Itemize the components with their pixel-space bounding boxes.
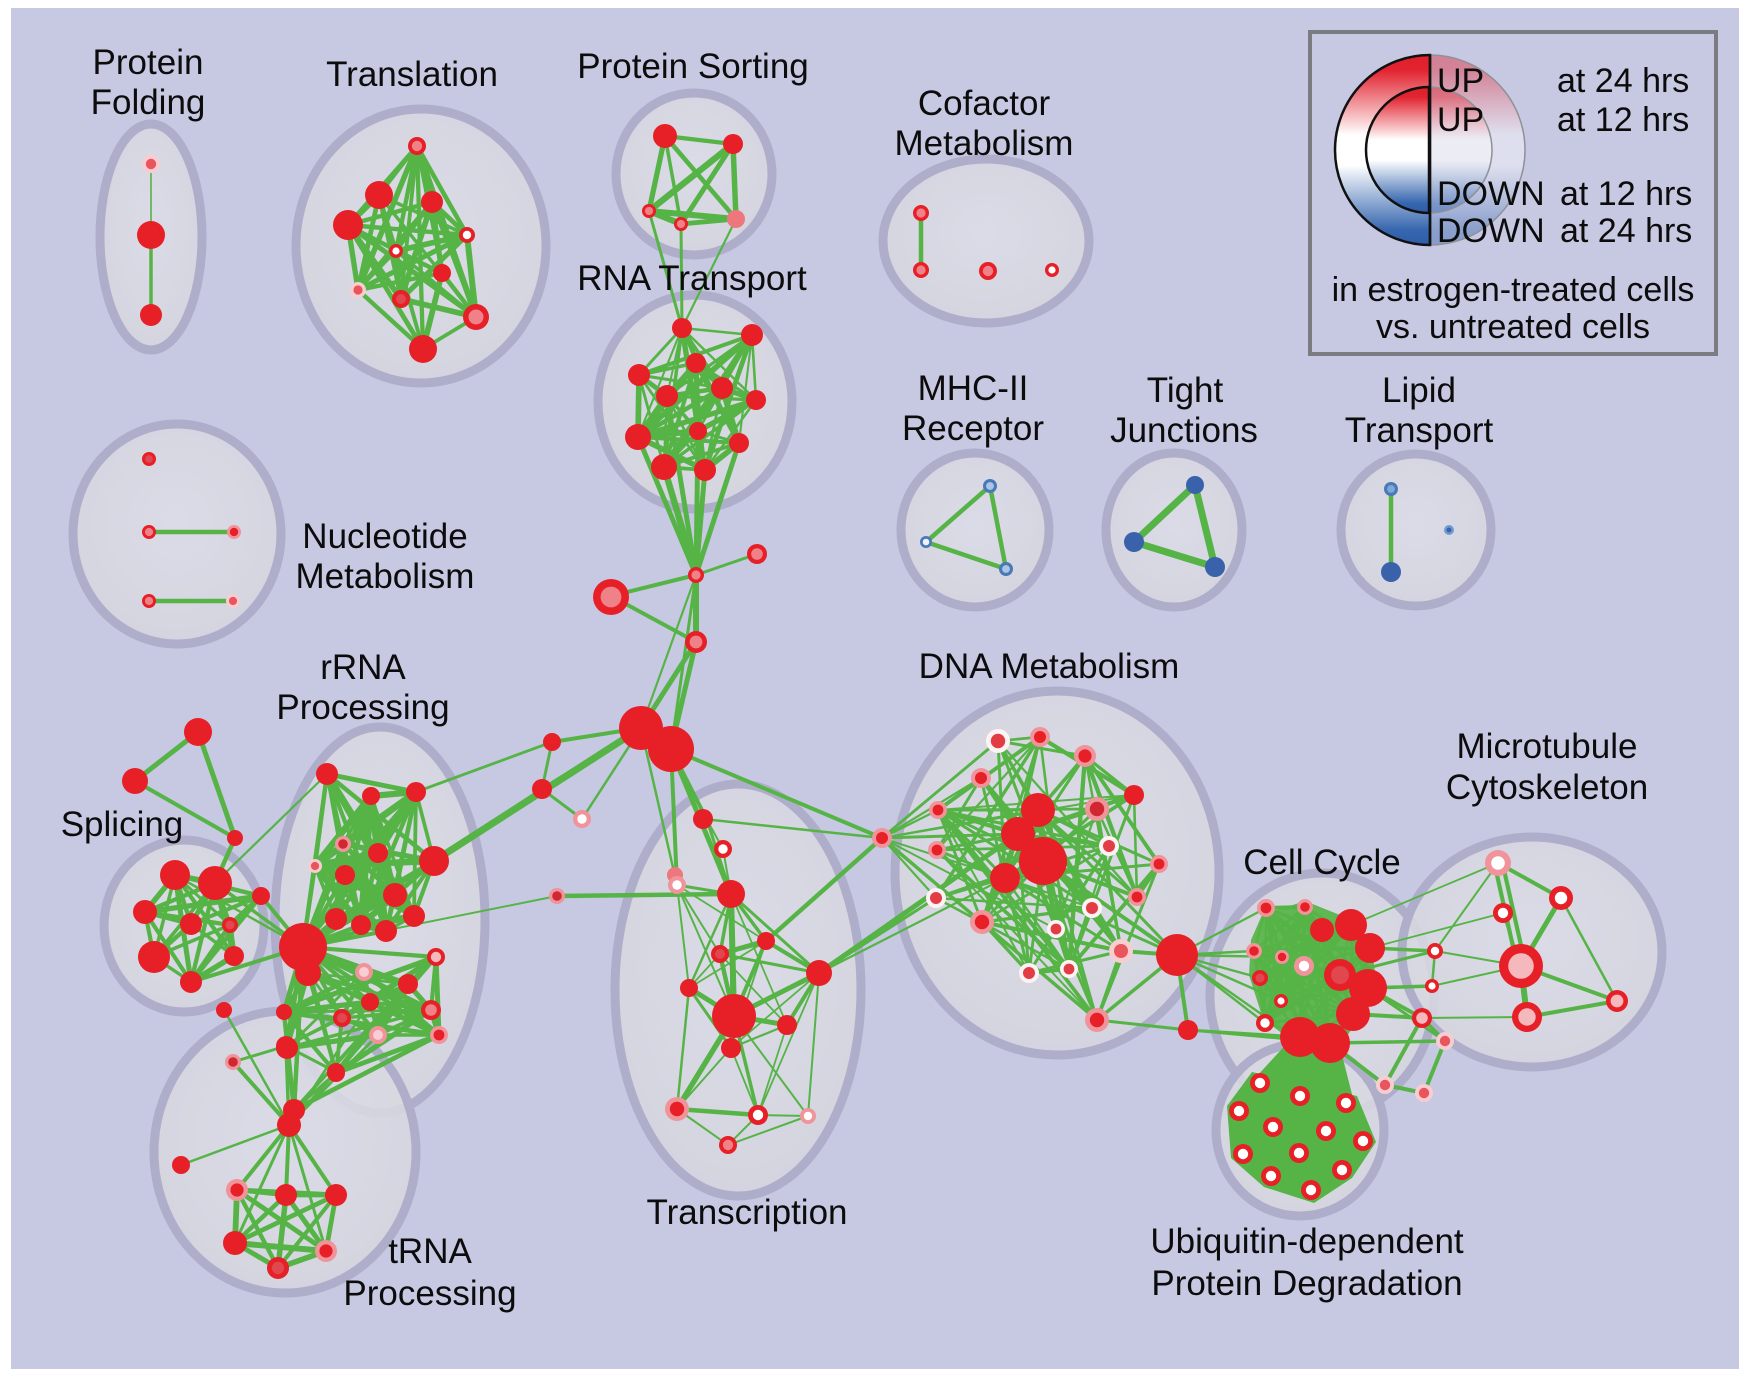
svg-text:MHC-II: MHC-II: [918, 369, 1029, 408]
svg-text:Microtubule: Microtubule: [1457, 727, 1638, 766]
svg-text:at 12 hrs: at 12 hrs: [1557, 101, 1689, 139]
svg-text:Metabolism: Metabolism: [895, 124, 1074, 163]
svg-text:Metabolism: Metabolism: [296, 557, 475, 596]
svg-text:RNA Transport: RNA Transport: [577, 259, 807, 298]
svg-text:Processing: Processing: [343, 1274, 516, 1313]
svg-text:Lipid: Lipid: [1382, 371, 1456, 410]
svg-text:Transport: Transport: [1345, 411, 1494, 450]
svg-text:UP: UP: [1437, 62, 1484, 100]
svg-text:Transcription: Transcription: [647, 1193, 848, 1232]
svg-text:Translation: Translation: [326, 55, 498, 94]
svg-text:DNA Metabolism: DNA Metabolism: [919, 647, 1180, 686]
svg-text:Protein: Protein: [93, 43, 204, 82]
svg-text:in estrogen-treated cells: in estrogen-treated cells: [1332, 271, 1695, 309]
svg-text:Protein Sorting: Protein Sorting: [577, 47, 809, 86]
svg-text:Folding: Folding: [91, 83, 206, 122]
svg-text:Splicing: Splicing: [61, 805, 184, 844]
svg-text:Processing: Processing: [276, 688, 449, 727]
svg-text:Tight: Tight: [1147, 371, 1224, 410]
svg-text:DOWN: DOWN: [1437, 175, 1545, 213]
svg-text:Junctions: Junctions: [1110, 411, 1258, 450]
svg-text:tRNA: tRNA: [388, 1232, 472, 1271]
svg-text:at 24 hrs: at 24 hrs: [1557, 62, 1689, 100]
svg-text:Cell Cycle: Cell Cycle: [1243, 843, 1401, 882]
svg-text:Nucleotide: Nucleotide: [302, 517, 467, 556]
svg-text:rRNA: rRNA: [320, 648, 406, 687]
svg-text:Receptor: Receptor: [902, 409, 1044, 448]
svg-text:DOWN: DOWN: [1437, 212, 1545, 250]
svg-text:Protein Degradation: Protein Degradation: [1151, 1264, 1462, 1303]
svg-text:vs. untreated cells: vs. untreated cells: [1376, 308, 1650, 346]
svg-text:at 12 hrs: at 12 hrs: [1560, 175, 1692, 213]
svg-text:Cofactor: Cofactor: [918, 84, 1051, 123]
svg-text:UP: UP: [1437, 101, 1484, 139]
svg-text:at 24 hrs: at 24 hrs: [1560, 212, 1692, 250]
svg-text:Ubiquitin-dependent: Ubiquitin-dependent: [1150, 1222, 1464, 1261]
svg-text:Cytoskeleton: Cytoskeleton: [1446, 768, 1648, 807]
